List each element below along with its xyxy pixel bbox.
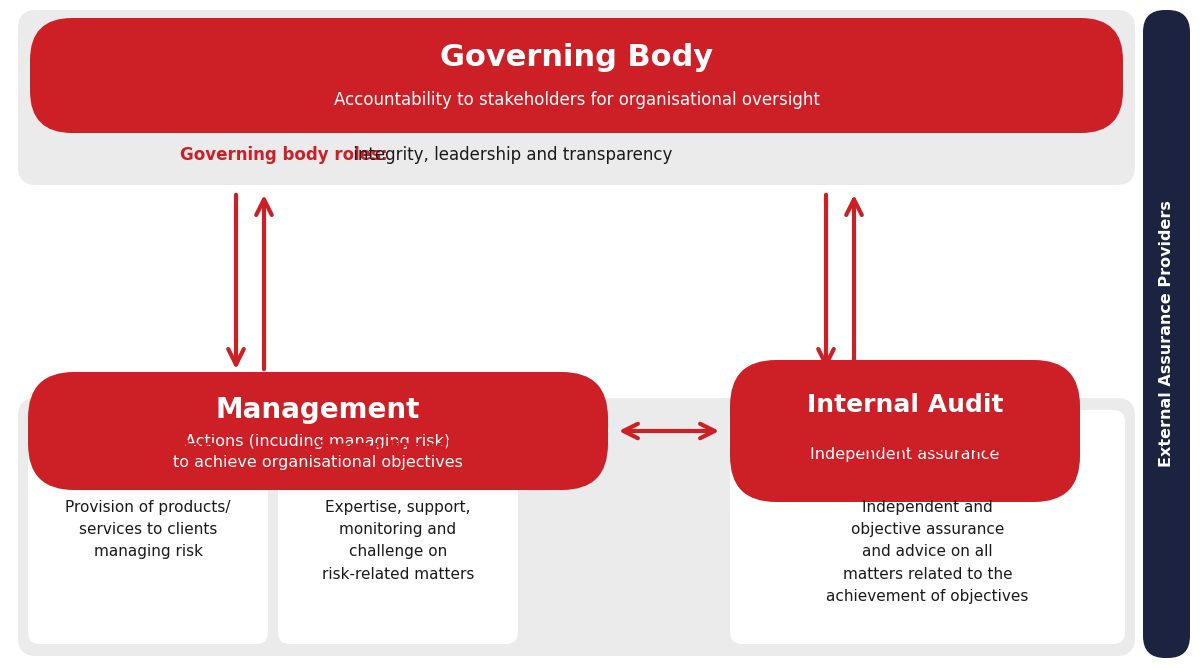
Text: Governing body roles:: Governing body roles: <box>180 146 388 164</box>
Text: Second line roles:: Second line roles: <box>317 440 479 456</box>
Text: Independent and
objective assurance
and advice on all
matters related to the
ach: Independent and objective assurance and … <box>827 500 1028 604</box>
FancyBboxPatch shape <box>18 10 1135 185</box>
Text: Management: Management <box>216 396 420 424</box>
FancyBboxPatch shape <box>28 372 608 490</box>
Text: Accountability to stakeholders for organisational oversight: Accountability to stakeholders for organ… <box>334 91 820 109</box>
FancyBboxPatch shape <box>18 398 1135 656</box>
FancyBboxPatch shape <box>1142 10 1190 658</box>
FancyBboxPatch shape <box>730 410 1126 644</box>
Text: Actions (incuding managing risk)
to achieve organisational objectives: Actions (incuding managing risk) to achi… <box>173 434 463 470</box>
Text: Independent assurance: Independent assurance <box>810 448 1000 462</box>
Text: External Assurance Providers: External Assurance Providers <box>1159 200 1174 468</box>
Text: Third line roles:: Third line roles: <box>856 440 1000 456</box>
FancyBboxPatch shape <box>278 410 518 644</box>
Text: Governing Body: Governing Body <box>440 43 713 73</box>
FancyBboxPatch shape <box>30 18 1123 133</box>
Text: Expertise, support,
monitoring and
challenge on
risk-related matters: Expertise, support, monitoring and chall… <box>322 500 474 582</box>
FancyBboxPatch shape <box>28 410 268 644</box>
FancyBboxPatch shape <box>730 360 1080 502</box>
Text: integrity, leadership and transparency: integrity, leadership and transparency <box>348 146 672 164</box>
Text: Internal Audit: Internal Audit <box>806 393 1003 417</box>
Text: First line roles:: First line roles: <box>79 440 217 456</box>
Text: Provision of products/
services to clients
managing risk: Provision of products/ services to clien… <box>65 500 230 559</box>
